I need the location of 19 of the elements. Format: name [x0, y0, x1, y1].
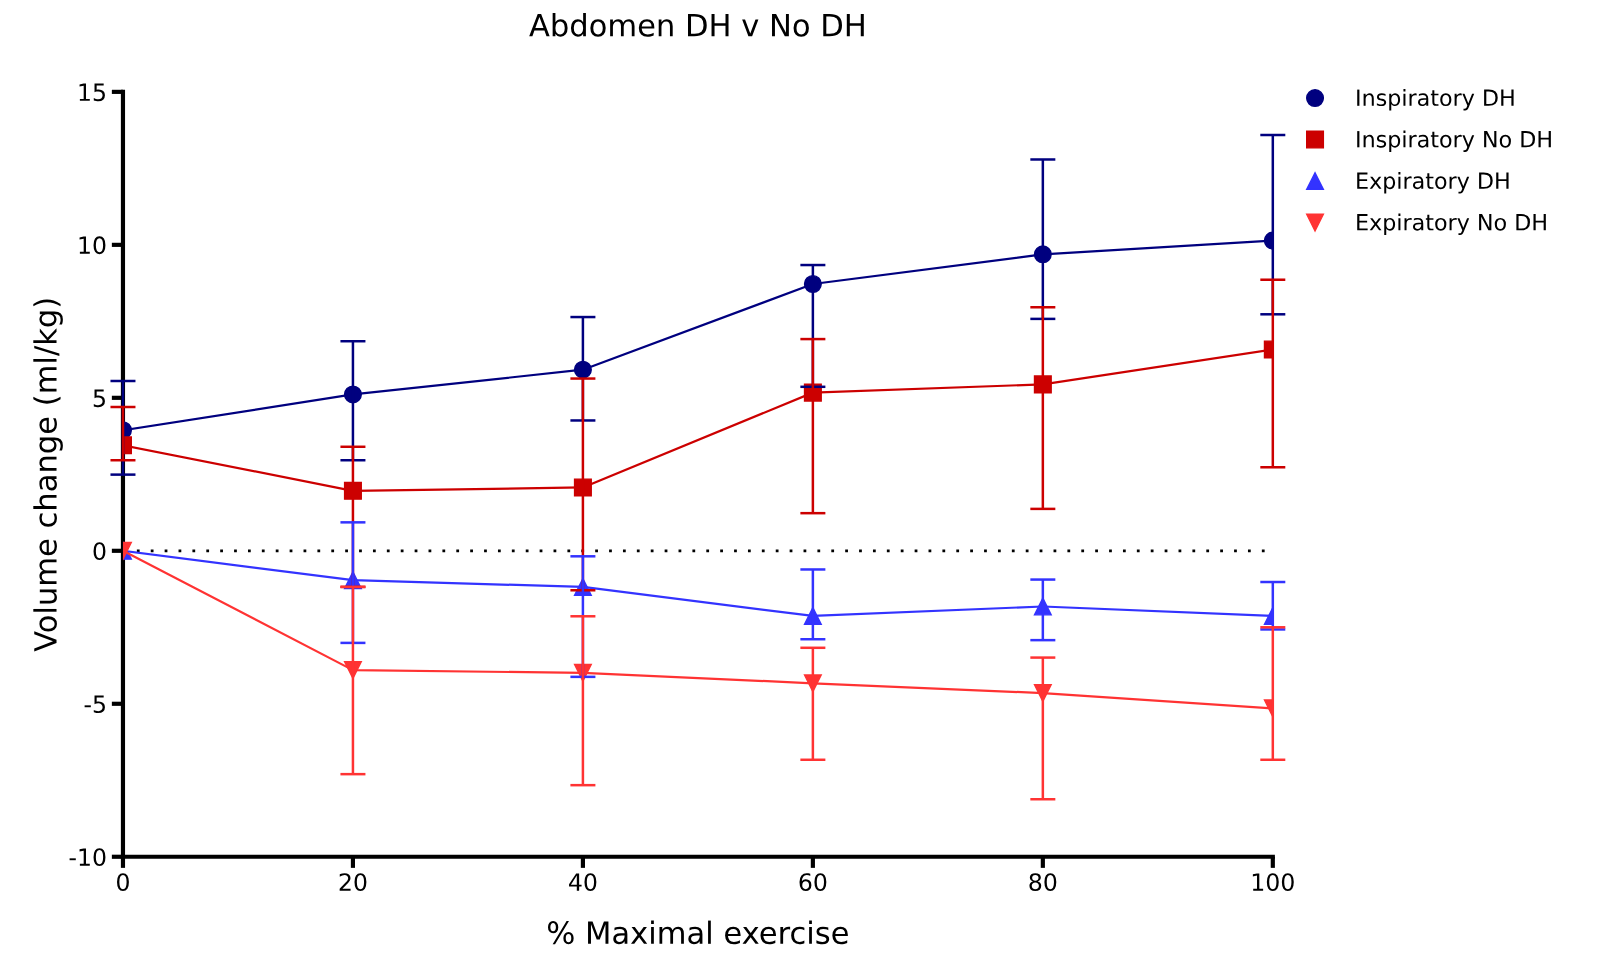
x-tick-label: 40: [569, 873, 597, 892]
y-tick-label: 10: [79, 236, 106, 255]
y-axis-title: Volume change (ml/kg): [33, 299, 63, 652]
y-tick-label: 5: [93, 389, 105, 408]
legend-label: Expiratory DH: [1357, 171, 1509, 194]
legend-label: Inspiratory DH: [1357, 88, 1514, 111]
chart-title: Abdomen DH v No DH: [529, 13, 864, 37]
y-tick-label: -10: [69, 848, 106, 867]
x-axis-title: % Maximal exercise: [547, 920, 848, 945]
x-tick-label: 60: [799, 873, 827, 892]
y-tick-label: 15: [79, 83, 105, 102]
legend-label: Inspiratory No DH: [1357, 130, 1551, 152]
x-tick-label: 0: [117, 873, 129, 892]
x-tick-label: 80: [1029, 873, 1057, 892]
legend-label: Expiratory No DH: [1357, 213, 1546, 235]
y-tick-label: 0: [93, 542, 106, 561]
x-tick-label: 100: [1252, 873, 1294, 892]
y-tick-label: -5: [84, 695, 105, 714]
x-tick-label: 20: [339, 873, 367, 892]
